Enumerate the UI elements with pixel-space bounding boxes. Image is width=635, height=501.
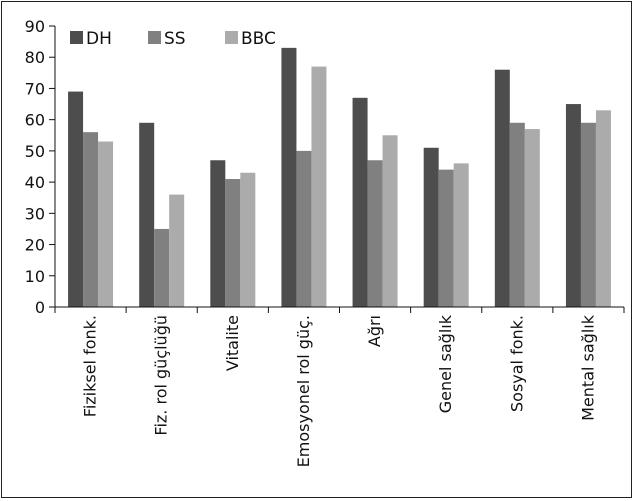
bar-ss-0: [83, 132, 99, 307]
bar-dh-0: [68, 91, 84, 307]
bar-dh-7: [565, 104, 581, 307]
legend-label-ss: SS: [164, 29, 186, 49]
bar-ss-4: [367, 160, 383, 307]
bar-dh-2: [210, 160, 226, 307]
bar-dh-1: [139, 122, 155, 308]
y-tick-label: 50: [25, 142, 45, 161]
legend-swatch-dh: [70, 31, 83, 44]
x-tick-label: Fiziksel fonk.: [81, 315, 100, 417]
bar-bbc-1: [169, 194, 185, 307]
bar-bbc-7: [595, 110, 611, 307]
bar-bbc-2: [240, 172, 256, 307]
y-tick-label: 90: [25, 17, 45, 36]
x-axis: Fiziksel fonk. Fiz. rol güçlüğü Vitalite Em…: [54, 306, 625, 467]
y-tick-label: 20: [25, 236, 45, 255]
legend: DH SS BBC: [70, 29, 276, 49]
bar-ss-2: [225, 178, 241, 307]
bar-bbc-6: [524, 129, 540, 307]
bar-bbc-4: [382, 135, 398, 307]
bar-bbc-0: [98, 141, 114, 307]
legend-swatch-ss: [148, 31, 161, 44]
y-tick-label: 30: [25, 204, 45, 223]
x-tick-label: Vitalite: [223, 315, 242, 371]
bar-ss-3: [296, 150, 312, 307]
bar-bbc-3: [311, 66, 327, 307]
bar-dh-5: [423, 147, 439, 307]
legend-swatch-bbc: [225, 31, 238, 44]
legend-label-dh: DH: [86, 29, 112, 49]
x-tick-label: Fiz. rol güçlüğü: [152, 315, 171, 436]
bar-ss-1: [154, 228, 170, 307]
y-tick-label: 0: [35, 298, 45, 317]
bar-ss-6: [509, 122, 525, 308]
bar-ss-5: [438, 169, 454, 307]
y-tick-label: 80: [25, 48, 45, 67]
x-tick-label: Mental sağlık: [578, 314, 597, 421]
bar-bbc-5: [453, 163, 469, 307]
bar-dh-6: [494, 69, 510, 307]
bars: [68, 47, 611, 308]
y-tick-label: 40: [25, 173, 45, 192]
y-tick-label: 10: [25, 267, 45, 286]
y-tick-label: 60: [25, 111, 45, 130]
legend-label-bbc: BBC: [241, 29, 276, 49]
x-tick-label: Sosyal fonk.: [507, 315, 526, 412]
bar-dh-4: [352, 97, 368, 307]
x-tick-label: Emosyonel rol güç.: [294, 315, 313, 467]
y-tick-label: 70: [25, 79, 45, 98]
x-tick-label: Genel sağlık: [436, 314, 455, 413]
bar-dh-3: [281, 47, 297, 307]
bar-ss-7: [580, 122, 596, 308]
x-tick-label: Ağrı: [365, 315, 384, 347]
y-axis: 0 10 20 30 40 50 60 70 80 90: [25, 17, 56, 317]
